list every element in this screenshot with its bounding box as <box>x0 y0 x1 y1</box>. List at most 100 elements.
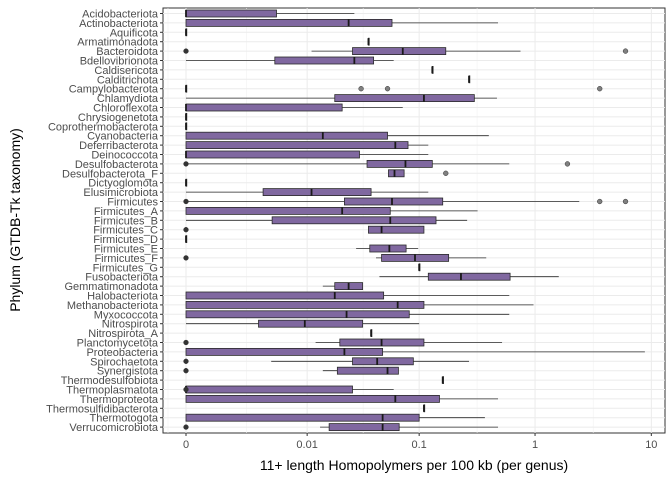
box-cyanobacteria <box>185 131 489 140</box>
box-armatimonadota <box>367 37 370 46</box>
outlier-point <box>183 227 189 233</box>
iqr-box <box>185 141 409 150</box>
outlier-point <box>622 198 629 205</box>
iqr-box <box>274 56 375 65</box>
box-deinococcota <box>185 150 429 159</box>
y-tick-label: Spirochaetota <box>90 356 159 368</box>
y-tick-label: Fusobacteriota <box>85 272 159 284</box>
box-fusobacteriota <box>379 272 559 281</box>
box-spirochaetota <box>183 357 470 366</box>
box-calditrichota <box>468 75 471 84</box>
box-chlamydiota <box>186 94 497 102</box>
iqr-box <box>334 94 475 102</box>
y-tick-label: Firmicutes_F <box>94 253 158 265</box>
box-campylobacterota <box>185 84 603 93</box>
iqr-box <box>185 131 388 140</box>
box-thermodesulfobiota <box>441 376 444 385</box>
y-tick-label: Thermosulfidibacterota <box>46 403 159 415</box>
y-tick-label: Myxococcota <box>94 309 159 321</box>
outlier-point <box>183 161 189 167</box>
y-tick-label: Desulfobacterota <box>75 159 159 171</box>
y-tick-label: Caldisericota <box>94 65 158 77</box>
box-thermoplasmatota <box>183 385 394 394</box>
iqr-box <box>368 225 425 234</box>
iqr-box <box>185 103 343 112</box>
box-halobacteriota <box>185 291 510 300</box>
box-firmicutes_a <box>185 206 478 215</box>
y-tick-label: Dictyoglomota <box>88 178 159 190</box>
y-tick-label: Cyanobacteria <box>87 131 159 143</box>
box-planctomycetota <box>183 338 503 347</box>
y-tick-label: Thermotogota <box>90 413 159 425</box>
y-tick-label: Acidobacteriota <box>82 9 159 21</box>
box-thermotogota <box>185 413 485 422</box>
y-tick-label: Bdellovibrionota <box>80 56 159 68</box>
box-firmicutes_c <box>183 225 425 234</box>
box-verrucomicrobiota <box>183 423 499 432</box>
y-tick-label: Firmicutes_D <box>93 234 158 246</box>
y-tick-label: Gemmatimonadota <box>64 281 158 293</box>
box-gemmatimonadota <box>322 282 364 291</box>
outlier-point <box>622 48 629 54</box>
box-firmicutes_g <box>418 263 421 272</box>
box-bacteroidota <box>183 47 629 55</box>
y-tick-label: Deinococcota <box>91 150 159 162</box>
x-tick-label: 0.01 <box>296 439 317 451</box>
box-dictyoglomota <box>185 178 188 187</box>
box-acidobacteriota <box>185 9 355 18</box>
iqr-box <box>185 347 384 356</box>
outlier-point <box>183 368 189 374</box>
iqr-box <box>185 394 440 403</box>
iqr-box <box>185 9 277 18</box>
outlier-point <box>564 161 571 167</box>
y-tick-label: Desulfobacterota_F <box>62 168 158 180</box>
iqr-box <box>185 310 410 319</box>
iqr-box <box>328 423 400 432</box>
x-tick-labels: 0 0.01 0.1 1 10 <box>183 433 657 451</box>
outlier-point <box>183 339 189 346</box>
iqr-box <box>352 357 414 366</box>
y-tick-label: Nitrospirota_A <box>88 328 158 340</box>
box-thermoproteota <box>185 394 499 403</box>
box-synergistota <box>183 366 399 375</box>
x-axis-title: 11+ length Homopolymers per 100 kb (per … <box>260 457 568 473</box>
y-tick-label: Firmicutes_A <box>94 206 159 218</box>
outlier-point <box>597 198 603 205</box>
y-tick-label: Synergistota <box>97 366 159 378</box>
y-tick-label: Firmicutes_G <box>93 262 158 274</box>
y-tick-label: Planctomycetota <box>77 338 159 350</box>
y-tick-label: Chloroflexota <box>93 103 159 115</box>
y-tick-label: Bacteroidota <box>96 46 159 58</box>
y-tick-labels: AcidobacteriotaActinobacteriotaAquificot… <box>46 9 163 434</box>
box-bdellovibrionota <box>186 56 394 65</box>
box-deferribacterota <box>185 141 429 150</box>
y-tick-label: Nitrospirota <box>102 319 159 331</box>
iqr-box <box>427 272 511 281</box>
iqr-box <box>271 216 437 225</box>
y-tick-label: Coprothermobacterota <box>48 121 159 133</box>
outlier-point <box>183 255 189 261</box>
iqr-box <box>369 244 407 253</box>
box-nitrospirota <box>186 319 420 328</box>
box-firmicutes_e <box>356 244 419 253</box>
outlier-point <box>358 86 364 92</box>
x-tick-label: 10 <box>645 439 657 451</box>
iqr-box <box>352 47 447 55</box>
iqr-box <box>185 206 391 215</box>
y-tick-label: Firmicutes_B <box>94 215 158 227</box>
box-chrysiogenetota <box>185 113 188 121</box>
outlier-point <box>183 48 189 54</box>
y-tick-label: Elusimicrobiota <box>83 187 158 199</box>
x-tick-label: 0.1 <box>412 439 427 451</box>
box-myxococcota <box>185 310 510 319</box>
iqr-box <box>388 169 405 178</box>
y-tick-label: Firmicutes <box>107 197 158 209</box>
box-elusimicrobiota <box>186 188 429 197</box>
box-firmicutes_b <box>186 216 468 225</box>
y-tick-label: Campylobacterota <box>69 84 159 96</box>
iqr-box <box>185 150 360 159</box>
box-chloroflexota <box>185 103 403 112</box>
y-tick-label: Thermodesulfobiota <box>61 375 159 387</box>
outlier-point <box>183 198 189 205</box>
